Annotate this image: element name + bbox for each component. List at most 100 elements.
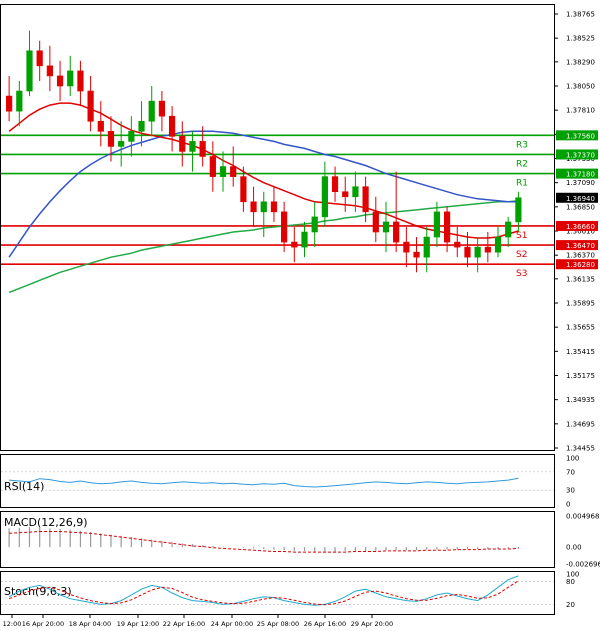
- time-tick-label: 25 Apr 08:00: [257, 620, 299, 628]
- candle-body: [158, 100, 166, 117]
- pivot-price-box: [556, 149, 598, 160]
- rsi-tick-label: 70: [566, 468, 575, 476]
- price-tick-label: 1.38290: [566, 58, 595, 66]
- stoch-k-line: [8, 575, 519, 606]
- candle-body: [56, 75, 64, 87]
- candle-body: [138, 120, 145, 132]
- pivot-label-s2: S2: [516, 250, 527, 260]
- price-tick-label: 1.38525: [566, 35, 595, 43]
- price-axis: 1.38765 1.38525 1.38290 1.38050 1.37810 1.375…: [554, 11, 595, 453]
- price-tick-label: 1.35895: [566, 299, 595, 307]
- price-tick-label: 1.34455: [566, 445, 595, 453]
- time-tick-label: 18 Apr 04:00: [69, 620, 111, 628]
- candle-body: [189, 141, 196, 152]
- pivot-label-s3: S3: [516, 269, 527, 279]
- macd-tick-label: 0.00: [566, 544, 582, 552]
- candle-body: [515, 197, 522, 223]
- candle-body: [87, 90, 94, 122]
- price-tick-label: 1.37090: [566, 179, 595, 187]
- macd-panel: MACD(12,26,9) 0.004968 0.00 -0.002696: [0, 511, 600, 569]
- rsi-tick-label: 30: [566, 487, 575, 495]
- ma-fast-line: [8, 102, 519, 239]
- candle-body: [270, 201, 278, 213]
- level-labels: R3 1.37560 R2 1.37370 R1 1.37180 S1 1.36660 S2 1.…: [516, 130, 598, 279]
- time-tick-label: 29 Apr 20:00: [351, 620, 393, 628]
- candle-body: [382, 221, 390, 233]
- candle-body: [107, 131, 115, 147]
- price-panel: 1.38765 1.38525 1.38290 1.38050 1.37810 1.375…: [0, 4, 598, 453]
- stoch-tick-label: 20: [566, 601, 575, 609]
- time-tick-label: 26 Apr 16:00: [304, 620, 346, 628]
- price-tick-label: 1.34935: [566, 396, 595, 404]
- candle-body: [16, 90, 23, 112]
- macd-panel-frame: [0, 511, 555, 568]
- candle-body: [362, 186, 369, 213]
- candle-body: [36, 50, 43, 67]
- price-tick-label: 1.36850: [566, 203, 595, 211]
- macd-tick-label: -0.002696: [566, 561, 600, 569]
- candle-body: [199, 141, 206, 157]
- candle-body: [219, 166, 227, 177]
- pivot-price-box: [556, 259, 598, 270]
- price-tick-label: 1.37810: [566, 107, 595, 115]
- candle-body: [474, 246, 481, 258]
- rsi-series: [9, 477, 519, 488]
- candle-body: [393, 221, 400, 243]
- time-tick-label: 22 Apr 16:00: [163, 620, 205, 628]
- time-axis: 12:00 16 Apr 20:00 18 Apr 04:00 19 Apr 12:0…: [3, 614, 393, 628]
- candle-body: [148, 100, 155, 122]
- price-tick-label: 1.36610: [566, 228, 595, 236]
- current-price-box: [556, 192, 598, 203]
- macd-title: MACD(12,26,9): [4, 516, 88, 529]
- rsi-tick-label: 0: [566, 501, 570, 509]
- candle-body: [331, 176, 339, 193]
- time-tick-label: 16 Apr 20:00: [22, 620, 64, 628]
- pivot-label-s1: S1: [516, 231, 527, 241]
- pivot-label-r3: R3: [516, 140, 528, 150]
- pivot-levels: [1, 134, 554, 266]
- candle-body: [311, 216, 318, 233]
- pivot-price-box: [556, 130, 598, 141]
- stoch-panel-frame: [0, 571, 555, 615]
- candle-body: [118, 141, 125, 147]
- candle-body: [403, 241, 410, 253]
- candle-body: [342, 191, 349, 198]
- pivot-price-r2: 1.37370: [566, 151, 595, 159]
- pivot-price-s3: 1.36280: [566, 261, 595, 269]
- pivot-price-s2: 1.36470: [566, 242, 595, 250]
- price-tick-label: 1.36135: [566, 275, 595, 283]
- candle-body: [179, 136, 186, 152]
- stoch-series: [8, 575, 519, 606]
- pivot-price-r3: 1.37560: [566, 132, 595, 140]
- rsi-axis: 100 70 30 0: [1, 455, 579, 509]
- stoch-tick-label: 80: [566, 578, 575, 586]
- candle-body: [464, 246, 471, 258]
- candle-body: [209, 156, 216, 177]
- price-tick-label: 1.36370: [566, 252, 595, 260]
- pivot-price-box: [556, 168, 598, 179]
- candle-body: [413, 251, 420, 258]
- ma-mid-line: [8, 130, 519, 258]
- candle-body: [260, 201, 267, 213]
- price-tick-label: 1.35415: [566, 348, 595, 356]
- macd-tick-label: 0.004968: [566, 513, 599, 521]
- candle-body: [46, 65, 53, 77]
- pivot-price-box: [556, 240, 598, 251]
- candle-body: [454, 241, 461, 248]
- price-tick-label: 1.38765: [566, 11, 595, 19]
- candle-body: [240, 176, 247, 203]
- pivot-price-s1: 1.36660: [566, 223, 595, 231]
- stoch-title: Stoch(9,6,3): [4, 585, 72, 598]
- rsi-panel: RSI(14) 100 70 30 0: [0, 454, 579, 509]
- candle-body: [352, 186, 359, 198]
- candle-body: [494, 236, 502, 253]
- candle-body: [321, 176, 328, 218]
- pivot-label-r1: R1: [516, 179, 528, 189]
- candle-body: [128, 131, 135, 142]
- candle-body: [291, 241, 298, 248]
- macd-series: [8, 527, 519, 553]
- candle-body: [484, 246, 491, 253]
